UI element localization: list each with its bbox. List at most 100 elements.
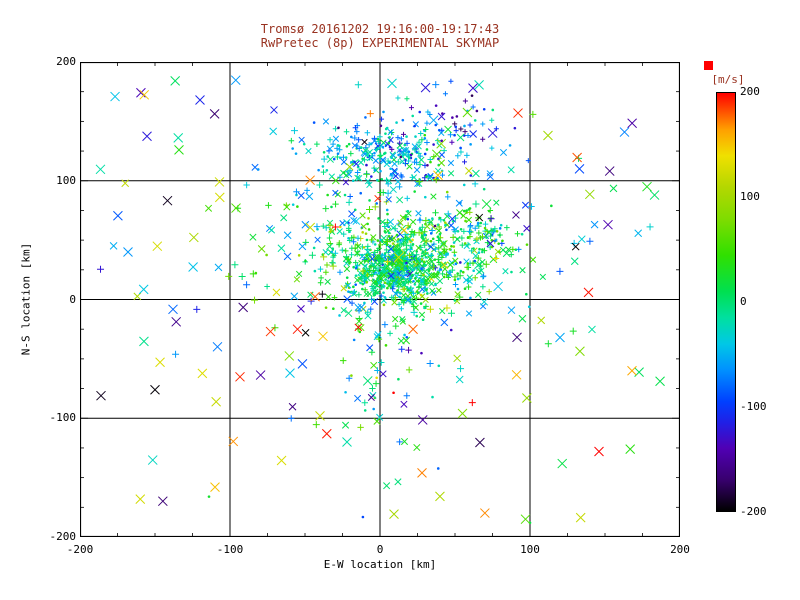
data-point: [318, 275, 324, 281]
data-point: [374, 267, 378, 270]
data-point: [373, 151, 376, 155]
data-point: [362, 147, 369, 154]
data-point: [445, 190, 449, 194]
data-point: [162, 195, 173, 206]
data-point: [462, 183, 466, 187]
data-point: [510, 246, 516, 253]
colorbar: [716, 92, 736, 512]
data-point: [383, 229, 387, 233]
data-point: [556, 267, 564, 275]
data-point: [440, 318, 449, 327]
data-point: [442, 218, 446, 222]
x-axis-title: E-W location [km]: [323, 558, 437, 571]
data-point: [305, 222, 316, 233]
data-point: [352, 285, 355, 289]
data-point: [411, 257, 414, 260]
data-point: [404, 268, 407, 272]
data-point: [368, 199, 371, 202]
data-point: [276, 455, 287, 466]
data-point: [455, 115, 459, 118]
plot-title: Tromsø 20161202 19:16:00-19:17:43: [260, 22, 500, 36]
data-point: [336, 152, 340, 155]
data-point: [439, 127, 445, 133]
data-point: [341, 421, 350, 429]
data-point: [320, 155, 328, 163]
data-point: [357, 303, 366, 312]
data-point: [426, 243, 435, 251]
data-point: [494, 248, 502, 255]
data-point: [405, 346, 412, 354]
data-point: [429, 160, 432, 164]
data-point: [280, 214, 288, 222]
data-point: [290, 127, 298, 135]
data-point: [452, 121, 458, 127]
data-point: [313, 223, 321, 230]
data-point: [403, 392, 410, 399]
data-point: [388, 244, 392, 248]
data-point: [370, 267, 377, 274]
data-point: [475, 437, 485, 448]
data-point: [440, 261, 449, 269]
data-point: [445, 228, 448, 232]
data-point: [431, 272, 437, 278]
data-point: [431, 237, 435, 241]
data-point: [347, 193, 353, 200]
data-point: [384, 278, 387, 281]
data-point: [448, 270, 452, 273]
data-point: [96, 390, 106, 401]
data-point: [385, 177, 393, 185]
x-tick-label: -200: [66, 543, 94, 556]
data-point: [406, 209, 410, 213]
data-point: [417, 161, 423, 168]
data-point: [404, 140, 410, 147]
data-point: [382, 291, 385, 294]
data-point: [312, 421, 320, 429]
data-point: [453, 128, 459, 134]
data-point: [324, 306, 328, 309]
data-point: [396, 240, 399, 243]
plot-subtitle: RwPretec (8p) EXPERIMENTAL SKYMAP: [260, 36, 500, 50]
data-point: [385, 279, 391, 285]
data-point: [543, 130, 553, 141]
data-point: [436, 235, 440, 238]
data-point: [416, 216, 424, 224]
data-point: [348, 262, 351, 265]
data-point: [243, 181, 250, 189]
data-point: [459, 269, 463, 273]
data-point: [390, 156, 394, 160]
data-point: [505, 246, 512, 253]
data-point: [368, 264, 374, 270]
data-point: [513, 108, 523, 118]
data-point: [404, 273, 408, 277]
data-point: [230, 75, 241, 86]
data-point: [449, 267, 456, 273]
data-point: [442, 91, 448, 97]
data-point: [354, 323, 363, 332]
data-point: [305, 192, 314, 201]
data-point: [426, 305, 434, 313]
data-point: [388, 254, 395, 261]
data-point: [362, 263, 368, 269]
data-point: [420, 82, 431, 93]
data-point: [386, 218, 395, 226]
data-point: [625, 444, 636, 454]
data-point: [424, 120, 430, 126]
data-point: [332, 200, 339, 208]
data-point: [322, 205, 329, 212]
data-point: [350, 290, 356, 297]
data-point: [339, 247, 346, 253]
data-point: [340, 158, 348, 166]
data-point: [409, 153, 413, 157]
data-point: [555, 332, 565, 343]
data-point: [463, 277, 470, 284]
data-point: [352, 265, 355, 269]
y-tick-label: -200: [49, 530, 77, 543]
data-point: [330, 250, 334, 254]
data-point: [355, 235, 361, 242]
data-point: [372, 293, 376, 297]
data-point: [400, 400, 408, 408]
data-point: [293, 188, 300, 195]
data-point: [436, 277, 444, 285]
data-point: [472, 274, 479, 281]
data-point: [350, 238, 357, 245]
